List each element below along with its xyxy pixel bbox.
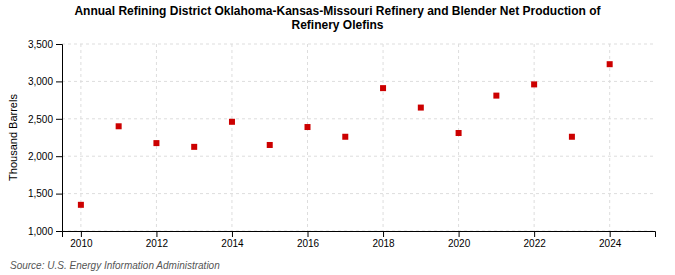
point <box>116 123 122 129</box>
chart: 2010 2012 2014 2016 2018 2020 2022 2024 1,000 1,5… <box>0 0 675 275</box>
x-tick: 2014 <box>221 231 244 249</box>
grid-line-y <box>62 193 655 194</box>
point <box>305 124 311 130</box>
point <box>380 85 386 91</box>
y-tick-mark <box>56 44 62 45</box>
point <box>569 134 575 140</box>
x-tick-mark <box>534 231 535 237</box>
y-tick-mark <box>56 156 62 157</box>
x-tick-mark <box>156 231 157 237</box>
point <box>531 81 537 87</box>
y-tick-mark <box>56 119 62 120</box>
x-tick-label: 2020 <box>448 238 471 249</box>
y-tick-label: 1,500 <box>28 188 53 199</box>
point <box>456 130 462 136</box>
y-tick-mark <box>56 81 62 82</box>
x-tick: 2012 <box>146 231 169 249</box>
x-tick: 2018 <box>372 231 395 249</box>
y-tick: 3,500 <box>28 39 62 50</box>
grid-line-x <box>458 44 459 231</box>
x-tick-label: 2014 <box>221 238 244 249</box>
point <box>418 105 424 111</box>
point <box>229 119 235 125</box>
x-tick-mark <box>81 231 82 237</box>
grid-line-x <box>156 44 157 231</box>
grid-line-x <box>534 44 535 231</box>
x-tick-mark <box>232 231 233 237</box>
grid-line-y <box>62 156 655 157</box>
x-axis-line <box>63 232 656 238</box>
title: Annual Refining District Oklahoma-Kansas… <box>74 4 601 32</box>
grid-line-y <box>62 118 655 119</box>
x-tick-label: 2016 <box>297 238 320 249</box>
point <box>607 61 613 67</box>
x-tick-label: 2012 <box>146 238 169 249</box>
grid-line-y <box>62 44 655 45</box>
y-axis-line <box>56 45 63 232</box>
points <box>78 61 613 208</box>
x-tick-label: 2022 <box>524 238 547 249</box>
y-axis: 1,000 1,500 2,000 2,500 3,000 3,500 <box>28 39 63 237</box>
x-tick-label: 2024 <box>599 238 622 249</box>
x-tick: 2016 <box>297 231 320 249</box>
y-tick-label: 3,000 <box>28 76 53 87</box>
y-tick-label: 3,500 <box>28 39 53 50</box>
x-tick-mark <box>459 231 460 237</box>
x-tick-mark <box>383 231 384 237</box>
y-tick: 1,000 <box>28 226 62 237</box>
y-tick-mark <box>56 231 62 232</box>
x-axis: 2010 2012 2014 2016 2018 2020 2022 2024 <box>63 231 656 249</box>
x-tick-mark <box>610 231 611 237</box>
x-tick: 2024 <box>599 231 622 249</box>
y-tick: 1,500 <box>28 188 62 199</box>
source-note: Source: U.S. Energy Information Administ… <box>10 260 220 271</box>
grid-line-x <box>383 44 384 231</box>
point <box>78 202 84 208</box>
y-tick-label: 2,000 <box>28 151 53 162</box>
y-tick: 2,000 <box>28 151 62 162</box>
y-tick-label: 2,500 <box>28 114 53 125</box>
grid <box>62 44 655 231</box>
point <box>153 140 159 146</box>
grid-line-x <box>231 44 232 231</box>
grid-line-x <box>307 44 308 231</box>
grid-line-x <box>609 44 610 231</box>
x-tick-label: 2010 <box>70 238 93 249</box>
grid-line-y <box>62 81 655 82</box>
x-tick-label: 2018 <box>372 238 395 249</box>
y-tick: 3,000 <box>28 76 62 87</box>
x-tick: 2020 <box>448 231 471 249</box>
point <box>191 144 197 150</box>
point <box>267 142 273 148</box>
x-tick-mark <box>308 231 309 237</box>
y-tick-mark <box>56 194 62 195</box>
y-tick: 2,500 <box>28 114 62 125</box>
plot-area: 2010 2012 2014 2016 2018 2020 2022 2024 1,000 1,5… <box>28 39 656 249</box>
point <box>342 134 348 140</box>
y-tick-label: 1,000 <box>28 226 53 237</box>
x-tick: 2022 <box>524 231 547 249</box>
point <box>493 93 499 99</box>
x-tick: 2010 <box>70 231 93 249</box>
y-axis-title: Thousand Barrels <box>7 94 19 181</box>
